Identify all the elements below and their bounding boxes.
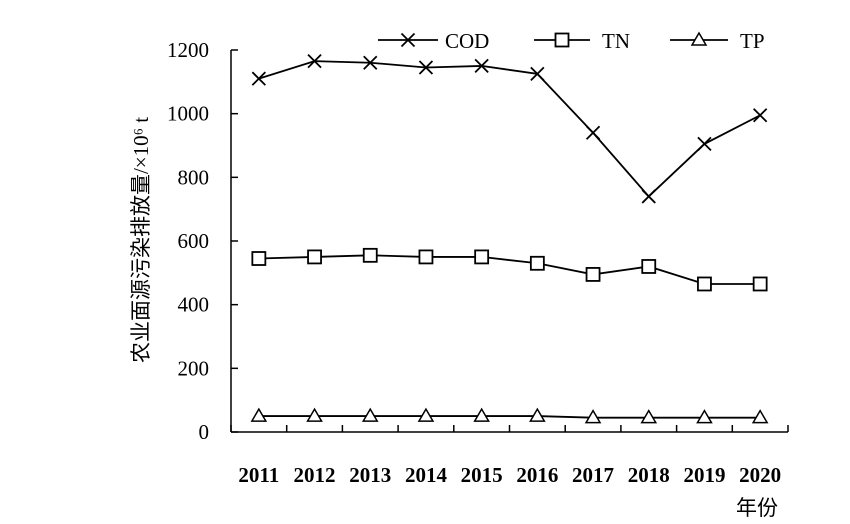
- data-point-tp: [473, 407, 490, 422]
- y-tick-label: 0: [199, 420, 210, 444]
- data-point-tn: [251, 251, 267, 266]
- data-point-tp: [529, 407, 546, 422]
- data-point-tp: [361, 407, 379, 422]
- x-tick-label: 2014: [405, 463, 448, 487]
- legend-label-tn: TN: [602, 29, 630, 53]
- data-point-tn: [585, 267, 601, 282]
- data-point-cod: [585, 125, 601, 140]
- data-point-tp: [417, 407, 435, 422]
- data-point-tp: [584, 409, 602, 424]
- x-tick-label: 2016: [516, 463, 558, 487]
- legend-label-tp: TP: [740, 29, 765, 53]
- data-point-cod: [307, 54, 322, 69]
- data-point-tn: [418, 249, 434, 265]
- legend-item-tp: TP: [670, 29, 765, 53]
- data-point-tp: [306, 407, 323, 422]
- series-line-cod: [258, 60, 761, 198]
- legend-marker-tp: [690, 31, 708, 46]
- x-tick-label: 2018: [628, 463, 670, 487]
- series-tp: [250, 407, 769, 424]
- x-tick-label: 2013: [349, 463, 391, 487]
- series-line-tn: [258, 254, 761, 285]
- data-point-cod: [418, 60, 434, 75]
- data-point-tn: [474, 249, 490, 265]
- x-tick-label: 2011: [238, 463, 279, 487]
- data-point-cod: [530, 66, 545, 82]
- data-point-cod: [251, 71, 266, 86]
- legend-marker-cod: [400, 32, 416, 48]
- x-ticks: 2011 2012 2013 2014 2015 2016 2017 2018 2019 2020: [230, 425, 789, 487]
- data-point-cod: [363, 55, 378, 70]
- y-ticks: 0 200 400 600 800 1000 1200: [167, 38, 238, 444]
- series-tn: [251, 247, 768, 292]
- data-point-tn: [362, 247, 378, 263]
- data-point-tn: [307, 249, 322, 265]
- legend-item-cod: COD: [378, 29, 489, 53]
- legend: COD TN TP: [378, 29, 765, 53]
- y-tick-label: 1000: [167, 102, 209, 126]
- x-axis-label: 年份: [736, 496, 778, 520]
- y-tick-label: 800: [178, 165, 210, 189]
- data-point-tn: [529, 255, 545, 271]
- y-tick-label: 200: [178, 356, 210, 380]
- data-point-tn: [697, 276, 712, 292]
- legend-item-tn: TN: [534, 29, 630, 53]
- data-point-tp: [696, 409, 713, 424]
- data-point-tn: [641, 259, 657, 274]
- series-cod: [251, 54, 768, 204]
- x-tick-label: 2020: [739, 463, 781, 487]
- x-tick-label: 2015: [461, 463, 503, 487]
- y-axis-label: 农业面源污染排放量/×10⁶ t: [129, 117, 153, 363]
- y-tick-label: 1200: [167, 38, 209, 62]
- x-tick-label: 2017: [572, 463, 614, 487]
- legend-label-cod: COD: [445, 29, 489, 53]
- data-point-tp: [751, 409, 769, 424]
- series-line-tp: [258, 415, 761, 419]
- data-point-cod: [697, 136, 712, 152]
- y-tick-label: 600: [178, 229, 210, 253]
- data-point-tp: [250, 407, 268, 422]
- axes: [230, 50, 788, 433]
- data-point-cod: [641, 189, 656, 204]
- x-tick-label: 2019: [683, 463, 725, 487]
- data-point-tn: [752, 276, 768, 292]
- y-tick-label: 400: [178, 293, 210, 317]
- data-point-tp: [640, 409, 658, 424]
- x-tick-label: 2012: [294, 463, 336, 487]
- data-point-cod: [753, 108, 768, 123]
- series-layer: [250, 54, 769, 424]
- data-point-cod: [474, 58, 489, 74]
- legend-marker-tn: [554, 32, 570, 48]
